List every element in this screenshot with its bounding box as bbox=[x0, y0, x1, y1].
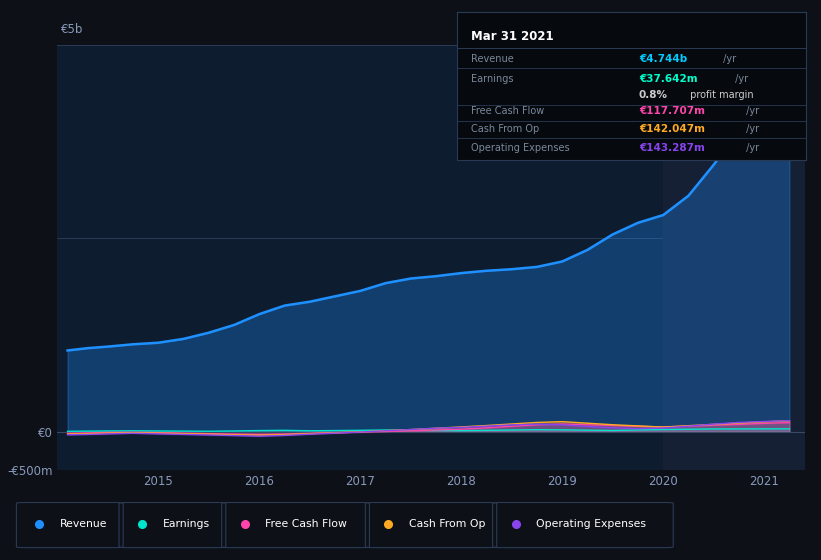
Text: /yr: /yr bbox=[732, 74, 748, 85]
Text: Mar 31 2021: Mar 31 2021 bbox=[471, 30, 554, 43]
Text: €143.287m: €143.287m bbox=[639, 143, 704, 153]
Text: /yr: /yr bbox=[743, 106, 759, 116]
Bar bbox=[663, 45, 805, 470]
Text: /yr: /yr bbox=[743, 143, 759, 153]
Text: /yr: /yr bbox=[743, 124, 759, 134]
Text: €142.047m: €142.047m bbox=[639, 124, 704, 134]
Text: €5b: €5b bbox=[62, 24, 84, 36]
Text: €117.707m: €117.707m bbox=[639, 106, 704, 116]
Text: Operating Expenses: Operating Expenses bbox=[471, 143, 570, 153]
Text: €37.642m: €37.642m bbox=[639, 74, 697, 85]
Text: /yr: /yr bbox=[720, 54, 736, 64]
Text: profit margin: profit margin bbox=[687, 90, 754, 100]
Text: Cash From Op: Cash From Op bbox=[409, 519, 485, 529]
Text: 0.8%: 0.8% bbox=[639, 90, 667, 100]
Text: Earnings: Earnings bbox=[471, 74, 514, 85]
Text: Revenue: Revenue bbox=[60, 519, 108, 529]
Text: €4.744b: €4.744b bbox=[639, 54, 687, 64]
Text: Earnings: Earnings bbox=[163, 519, 209, 529]
Text: Cash From Op: Cash From Op bbox=[471, 124, 539, 134]
Text: Revenue: Revenue bbox=[471, 54, 514, 64]
Text: Free Cash Flow: Free Cash Flow bbox=[265, 519, 347, 529]
Text: Free Cash Flow: Free Cash Flow bbox=[471, 106, 544, 116]
Text: Operating Expenses: Operating Expenses bbox=[536, 519, 646, 529]
